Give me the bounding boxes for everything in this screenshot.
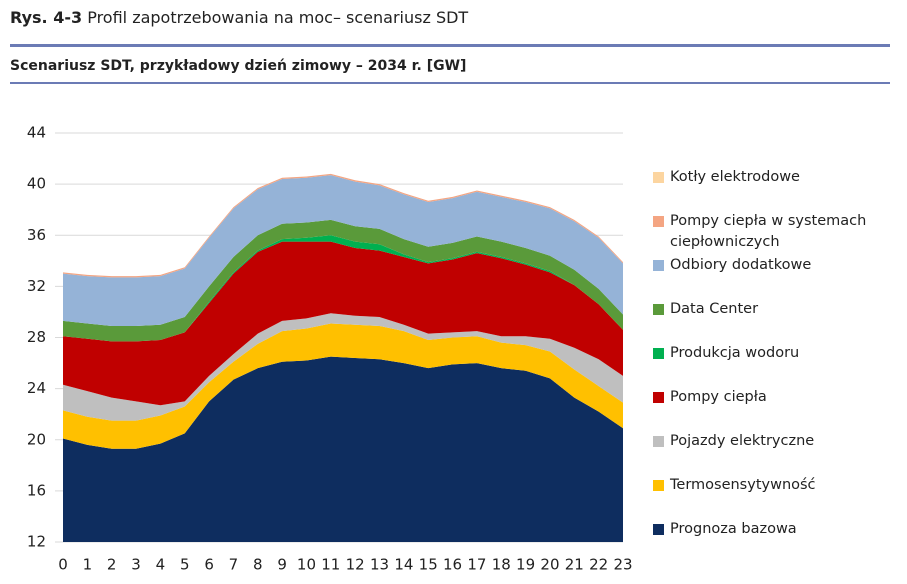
legend-swatch: [653, 304, 664, 315]
header: Rys. 4-3 Profil zapotrzebowania na moc– …: [10, 8, 468, 27]
legend-item: Kotły elektrodowe: [653, 168, 893, 212]
x-tick-label: 19: [516, 556, 535, 574]
legend-item: Data Center: [653, 300, 893, 344]
y-tick-label: 16: [27, 481, 46, 499]
x-tick-label: 1: [83, 556, 93, 574]
figure-title: Profil zapotrzebowania na moc– scenarius…: [87, 8, 469, 27]
area: [63, 356, 623, 542]
legend-label: Kotły elektrodowe: [670, 169, 800, 185]
x-tick-label: 5: [180, 556, 190, 574]
rule: [10, 44, 890, 47]
y-tick-label: 36: [27, 226, 46, 244]
legend-label: Pompy ciepła w systemach ciepłowniczych: [670, 213, 867, 250]
legend: Kotły elektrodowe Pompy ciepła w systemac…: [653, 168, 893, 564]
legend-item: Pojazdy elektryczne: [653, 432, 893, 476]
y-tick-label: 20: [27, 430, 46, 448]
x-tick-label: 9: [277, 556, 287, 574]
y-tick-label: 28: [27, 328, 46, 346]
legend-item: Prognoza bazowa: [653, 520, 893, 564]
chart-title: Scenariusz SDT, przykładowy dzień zimowy…: [10, 58, 467, 74]
figure-label: Rys. 4-3: [10, 8, 83, 27]
legend-item: Pompy ciepła w systemach ciepłowniczych: [653, 212, 893, 256]
x-tick-label: 0: [58, 556, 68, 574]
legend-item: Produkcja wodoru: [653, 344, 893, 388]
legend-swatch: [653, 172, 664, 183]
x-tick-label: 3: [131, 556, 141, 574]
legend-swatch: [653, 260, 664, 271]
x-tick-label: 7: [229, 556, 239, 574]
x-tick-label: 16: [443, 556, 462, 574]
legend-label: Termosensytywność: [670, 477, 816, 493]
y-tick-label: 40: [27, 175, 46, 193]
y-tick-label: 12: [27, 533, 46, 551]
x-tick-label: 13: [370, 556, 389, 574]
x-tick-label: 6: [204, 556, 214, 574]
x-tick-label: 12: [346, 556, 365, 574]
area: [63, 219, 623, 342]
y-tick-label: 24: [27, 379, 46, 397]
legend-label: Prognoza bazowa: [670, 521, 797, 537]
area: [63, 313, 623, 421]
x-tick-label: 18: [492, 556, 511, 574]
legend-label: Pompy ciepła: [670, 389, 767, 405]
x-tick-label: 8: [253, 556, 263, 574]
x-tick-label: 2: [107, 556, 117, 574]
x-tick-label: 15: [419, 556, 438, 574]
legend-label: Odbiory dodatkowe: [670, 257, 812, 273]
rule: [10, 82, 890, 84]
legend-swatch: [653, 524, 664, 535]
legend-swatch: [653, 392, 664, 403]
legend-swatch: [653, 436, 664, 447]
x-tick-label: 10: [297, 556, 316, 574]
y-tick-label: 32: [27, 277, 46, 295]
x-tick-label: 21: [565, 556, 584, 574]
x-tick-label: 4: [156, 556, 166, 574]
legend-swatch: [653, 216, 664, 227]
legend-label: Data Center: [670, 301, 759, 317]
legend-item: Termosensytywność: [653, 476, 893, 520]
area: [63, 175, 623, 326]
x-tick-label: 20: [540, 556, 559, 574]
x-tick-label: 14: [394, 556, 413, 574]
legend-swatch: [653, 480, 664, 491]
legend-label: Produkcja wodoru: [670, 345, 800, 361]
legend-swatch: [653, 348, 664, 359]
legend-item: Pompy ciepła: [653, 388, 893, 432]
x-tick-label: 22: [589, 556, 608, 574]
legend-item: Odbiory dodatkowe: [653, 256, 893, 300]
x-tick-label: 17: [467, 556, 486, 574]
y-tick-label: 44: [27, 124, 46, 142]
x-tick-label: 11: [321, 556, 340, 574]
x-tick-label: 23: [613, 556, 632, 574]
legend-label: Pojazdy elektryczne: [670, 433, 815, 449]
area: [63, 241, 623, 406]
area: [63, 323, 623, 449]
